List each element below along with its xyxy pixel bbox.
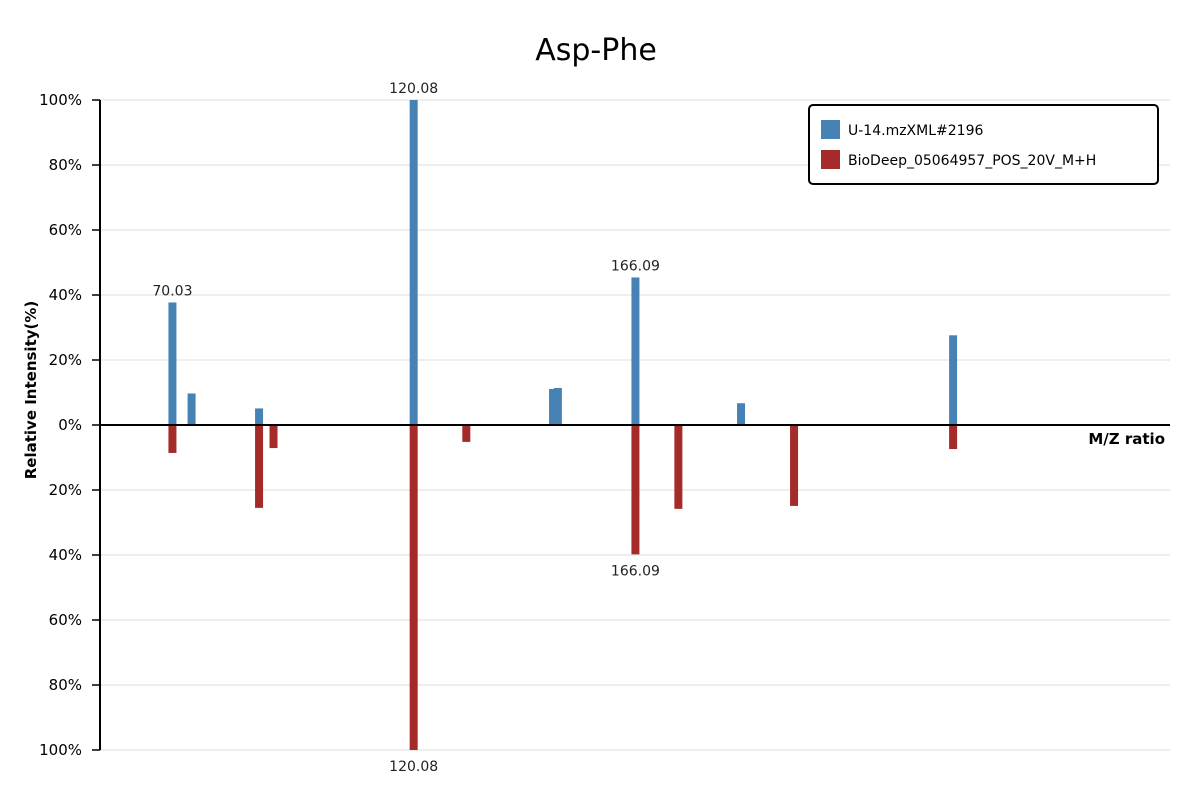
- peak-label: 120.08: [389, 759, 438, 775]
- bar-reference: [462, 425, 471, 442]
- y-tick-label: 40%: [49, 286, 82, 304]
- legend-swatch-series-1: [821, 120, 840, 139]
- legend-label-series-1: U-14.mzXML#2196: [848, 123, 983, 139]
- bar-reference: [949, 425, 958, 450]
- y-tick-label: 0%: [58, 416, 82, 434]
- bar-query: [631, 277, 640, 425]
- data-labels-layer: 70.03 120.08 166.09 120.08 166.09: [152, 81, 660, 775]
- bar-query: [549, 388, 558, 425]
- y-tick-label: 80%: [49, 156, 82, 174]
- y-tick-label: 60%: [49, 221, 82, 239]
- bar-reference: [255, 425, 264, 508]
- bar-reference: [409, 425, 418, 750]
- y-tick-label: 80%: [49, 676, 82, 694]
- y-tick-label: 20%: [49, 351, 82, 369]
- bar-reference: [790, 425, 799, 506]
- bar-query: [168, 302, 177, 425]
- y-tick-label: 100%: [39, 91, 82, 109]
- peak-label: 166.09: [611, 563, 660, 579]
- bar-reference: [269, 425, 278, 449]
- bars-layer: [168, 100, 958, 750]
- bar-query: [737, 403, 746, 425]
- legend-label-series-2: BioDeep_05064957_POS_20V_M+H: [848, 153, 1096, 169]
- bar-query: [255, 408, 264, 425]
- bar-reference: [631, 425, 640, 555]
- peak-label: 120.08: [389, 81, 438, 97]
- bar-reference: [674, 425, 683, 509]
- peak-label: 70.03: [152, 283, 192, 299]
- bar-query: [409, 100, 418, 425]
- axes: [99, 100, 1170, 750]
- y-tick-label: 60%: [49, 611, 82, 629]
- y-tick-label: 20%: [49, 481, 82, 499]
- y-tick-label: 100%: [39, 741, 82, 759]
- bar-query: [187, 393, 196, 425]
- legend-swatch-series-2: [821, 150, 840, 169]
- x-axis-title: M/Z ratio: [1088, 430, 1165, 448]
- y-axis-title: Relative Intensity(%): [22, 301, 40, 480]
- legend: U-14.mzXML#2196 BioDeep_05064957_POS_20V…: [808, 104, 1159, 185]
- chart-title: Asp-Phe: [535, 33, 657, 68]
- y-tick-label: 40%: [49, 546, 82, 564]
- bar-query: [553, 387, 562, 425]
- bar-reference: [168, 425, 177, 453]
- bar-query: [949, 335, 958, 425]
- peak-label: 166.09: [611, 258, 660, 274]
- y-tick-labels: 100% 80% 60% 40% 20% 0% 20% 40% 60% 80% 100%: [39, 91, 100, 759]
- legend-box: [808, 104, 1159, 185]
